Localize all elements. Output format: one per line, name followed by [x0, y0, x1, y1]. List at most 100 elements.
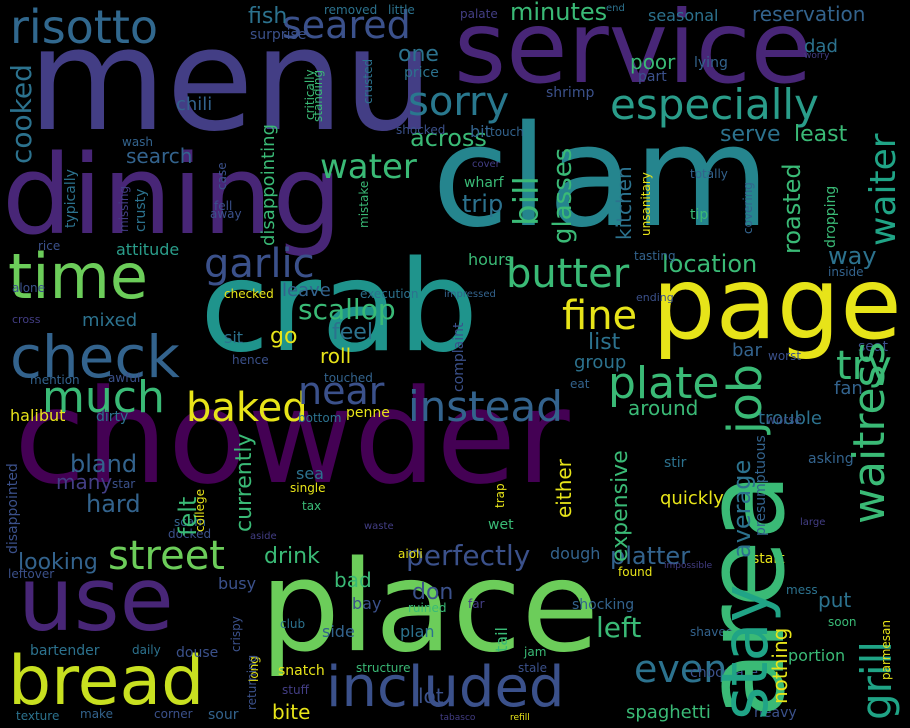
- word-waste: waste: [364, 521, 394, 532]
- word-near: near: [298, 369, 385, 413]
- word-mention: mention: [30, 373, 80, 387]
- word-list: list: [588, 330, 621, 355]
- word-presumptuous: presumptuous: [753, 435, 769, 536]
- word-bit: bit: [470, 122, 491, 141]
- word-fell: fell: [214, 199, 233, 213]
- word-seat: seat: [858, 339, 888, 355]
- word-many: many: [56, 470, 113, 494]
- word-tabasco: tabasco: [440, 713, 476, 723]
- word-average: average: [728, 459, 756, 558]
- word-put: put: [818, 588, 852, 612]
- word-alone: alone: [12, 281, 46, 295]
- word-fine: fine: [562, 293, 638, 339]
- word-instead: instead: [408, 382, 563, 431]
- word-water: water: [320, 147, 417, 187]
- word-tip: tip: [690, 207, 709, 223]
- word-inside: inside: [828, 265, 864, 279]
- word-quickly: quickly: [660, 488, 724, 509]
- word-dirty: dirty: [96, 409, 129, 425]
- word-little: little: [388, 3, 415, 17]
- word-hours: hours: [468, 250, 513, 269]
- word-currently: currently: [232, 433, 257, 533]
- word-worry: worry: [804, 51, 830, 61]
- word-portion: portion: [788, 646, 846, 665]
- word-jam: jam: [524, 645, 547, 659]
- word-college: college: [193, 489, 207, 532]
- word-make: make: [80, 707, 113, 721]
- word-leftover: leftover: [8, 567, 55, 581]
- word-across: across: [410, 124, 487, 152]
- word-fish: fish: [248, 4, 288, 29]
- word-menu: menu: [28, 0, 434, 163]
- word-poor: poor: [630, 50, 676, 74]
- word-one: one: [398, 42, 439, 67]
- word-shocking: shocking: [572, 597, 635, 613]
- word-end: end: [606, 3, 625, 14]
- word-tail: tail: [492, 627, 511, 652]
- word-bite: bite: [272, 700, 311, 724]
- word-especially: especially: [610, 80, 819, 129]
- word-parmesan: parmesan: [879, 620, 893, 680]
- word-service: service: [454, 0, 813, 106]
- word-case: case: [215, 162, 229, 190]
- word-start: start: [752, 551, 785, 567]
- word-try: try: [836, 343, 892, 389]
- word-risotto: risotto: [10, 0, 159, 54]
- word-place: place: [260, 533, 599, 680]
- word-complaint: complaint: [451, 322, 467, 392]
- word-group: group: [574, 352, 627, 373]
- word-stuff: stuff: [282, 683, 309, 697]
- word-critically: critically: [303, 69, 317, 120]
- word-platter: platter: [610, 542, 691, 570]
- word-corner: corner: [154, 707, 193, 721]
- word-drink: drink: [264, 544, 320, 569]
- word-don: don: [412, 580, 454, 605]
- word-kitchen: kitchen: [612, 166, 636, 240]
- word-stale: stale: [518, 661, 548, 675]
- word-dropping: dropping: [823, 185, 839, 248]
- word-go: go: [270, 324, 298, 349]
- word-worst: worst: [768, 349, 802, 363]
- word-away: away: [210, 207, 242, 221]
- word-price: price: [404, 65, 439, 81]
- word-side: side: [322, 622, 355, 641]
- word-covering: covering: [741, 182, 755, 234]
- word-daily: daily: [132, 643, 161, 657]
- word-awful: awful: [108, 371, 141, 385]
- word-waitress: waitress: [844, 341, 895, 524]
- word-bar: bar: [732, 340, 762, 361]
- word-either: either: [552, 459, 576, 518]
- word-sour: sour: [208, 707, 239, 723]
- word-aioli: aioli: [398, 547, 423, 561]
- word-lot: lot: [418, 684, 444, 708]
- word-execution: execution: [360, 287, 419, 301]
- word-bland: bland: [70, 450, 138, 478]
- word-included: included: [326, 655, 565, 720]
- word-scallop: scallop: [298, 293, 396, 326]
- word-roll: roll: [320, 344, 352, 368]
- word-touch: touch: [490, 125, 524, 139]
- word-plan: plan: [400, 622, 435, 641]
- word-far: far: [468, 597, 485, 611]
- word-perfectly: perfectly: [406, 539, 531, 572]
- word-cover: cover: [472, 159, 500, 170]
- word-busy: busy: [218, 574, 257, 593]
- word-shocked: shocked: [396, 123, 446, 137]
- word-snatch: snatch: [278, 663, 325, 679]
- word-tax: tax: [302, 499, 322, 513]
- word-chowder: chowder: [14, 361, 570, 513]
- word-soon: soon: [828, 615, 857, 629]
- word-fan: fan: [834, 378, 863, 399]
- word-lying: lying: [694, 55, 728, 71]
- word-wharf: wharf: [464, 175, 504, 191]
- word-trap: trap: [493, 483, 507, 508]
- word-looking: looking: [18, 550, 98, 575]
- word-docked: docked: [168, 527, 212, 541]
- word-refill: refill: [510, 713, 530, 723]
- word-roasted: roasted: [778, 163, 806, 254]
- word-expensive: expensive: [608, 450, 633, 562]
- word-ruined: ruined: [408, 601, 447, 615]
- word-crab: crab: [200, 233, 479, 380]
- word-sit: sit: [224, 328, 244, 347]
